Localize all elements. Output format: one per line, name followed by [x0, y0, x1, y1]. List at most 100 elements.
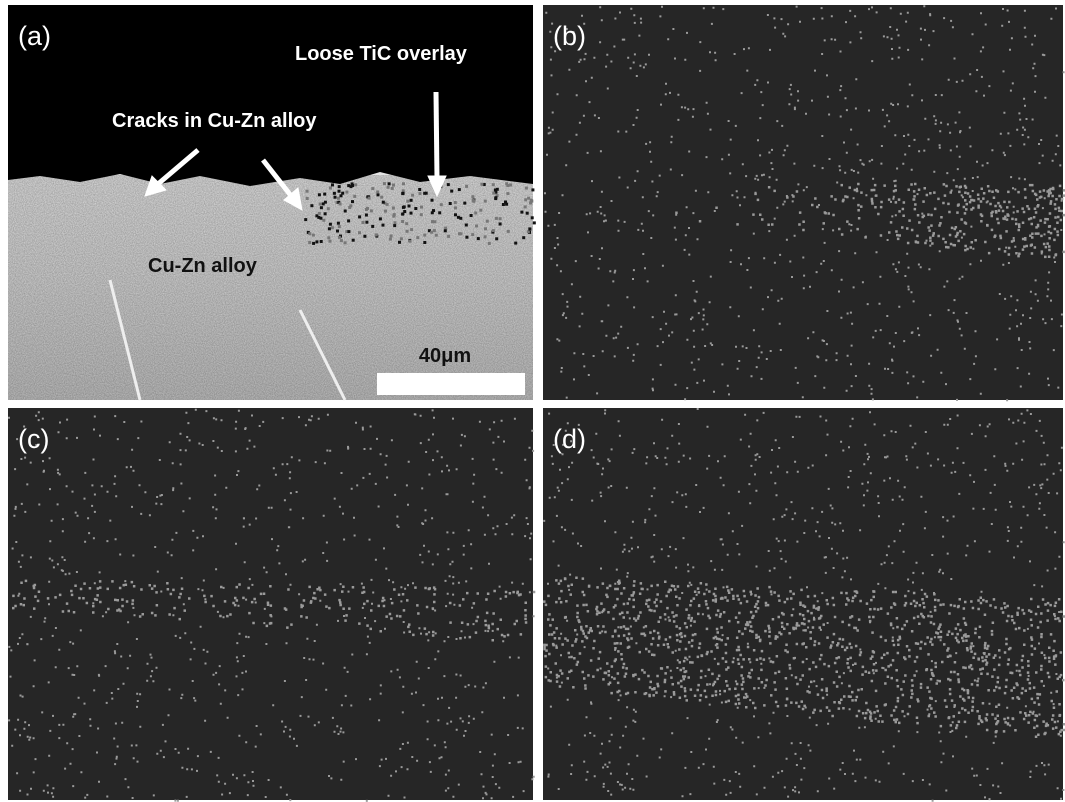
panel-label: (b)	[553, 21, 586, 51]
speckle	[312, 242, 315, 245]
speckle	[431, 199, 434, 202]
speckle	[460, 232, 463, 235]
panel-a: (a) Loose TiC overlay Cracks in Cu-Zn al…	[8, 5, 536, 400]
speckle	[353, 195, 356, 198]
speckle	[371, 187, 374, 190]
speckle	[347, 230, 350, 233]
speckle	[331, 226, 334, 229]
speckle	[474, 212, 477, 215]
speckle	[419, 192, 422, 195]
speckle	[430, 231, 433, 234]
speckle	[480, 183, 483, 186]
speckle	[377, 193, 380, 196]
panel-label: (d)	[553, 424, 586, 454]
speckle	[308, 232, 311, 235]
speckle	[406, 230, 409, 233]
speckle	[308, 241, 311, 244]
speckle	[495, 217, 498, 220]
panel-b: (b)	[543, 5, 1065, 401]
speckle	[358, 231, 361, 234]
speckle	[492, 183, 495, 186]
speckle	[363, 235, 366, 238]
speckle	[398, 241, 401, 244]
speckle	[459, 217, 462, 220]
speckle	[344, 210, 347, 213]
speckle	[341, 192, 344, 195]
speckle	[529, 202, 532, 205]
speckle	[505, 182, 508, 185]
speckle	[414, 207, 417, 210]
speckle	[499, 223, 502, 226]
speckle	[387, 186, 390, 189]
speckle	[376, 191, 379, 194]
speckle	[533, 221, 536, 224]
speckle	[499, 217, 502, 220]
speckle	[371, 225, 374, 228]
speckle	[447, 235, 450, 238]
speckle	[454, 206, 457, 209]
speckle	[484, 200, 487, 203]
speckle	[526, 212, 529, 215]
speckle	[319, 217, 322, 220]
speckle	[337, 222, 340, 225]
speckle	[329, 187, 332, 190]
speckle	[423, 234, 426, 237]
speckle	[358, 215, 361, 218]
speckle	[470, 214, 473, 217]
speckle	[514, 242, 517, 245]
speckle	[488, 242, 491, 245]
speckle	[465, 185, 468, 188]
speckle	[310, 204, 313, 207]
speckle	[319, 203, 322, 206]
speckle	[527, 197, 530, 200]
speckle	[327, 207, 330, 210]
speckle	[304, 218, 307, 221]
speckle	[391, 187, 394, 190]
speckle	[365, 214, 368, 217]
speckle	[408, 205, 411, 208]
speckle	[432, 209, 435, 212]
speckle	[531, 216, 534, 219]
speckle	[418, 188, 421, 191]
speckle	[324, 212, 327, 215]
speckle	[406, 200, 409, 203]
annotation: Cu-Zn alloy	[148, 255, 258, 277]
speckle	[352, 239, 355, 242]
speckle	[351, 182, 354, 185]
speckle	[484, 227, 487, 230]
speckle	[486, 220, 489, 223]
speckle	[440, 203, 443, 206]
speckle	[410, 212, 413, 215]
speckle	[400, 237, 403, 240]
speckle	[334, 196, 337, 199]
speckle	[320, 206, 323, 209]
speckle	[324, 201, 327, 204]
speckle	[312, 234, 315, 237]
speckle	[318, 212, 321, 215]
panel-bg	[543, 408, 1063, 800]
speckle	[502, 203, 505, 206]
annotation: Cracks in Cu-Zn alloy	[112, 110, 317, 132]
speckle	[475, 225, 478, 228]
speckle	[506, 192, 509, 195]
speckle	[438, 211, 441, 214]
speckle	[524, 198, 527, 201]
speckle	[384, 210, 387, 213]
speckle	[522, 236, 525, 239]
speckle	[351, 200, 354, 203]
scale-bar	[377, 373, 525, 395]
speckle	[411, 194, 414, 197]
speckle	[365, 208, 368, 211]
speckle	[349, 204, 352, 207]
speckle	[492, 192, 495, 195]
speckle	[306, 190, 309, 193]
speckle	[409, 240, 412, 243]
speckle	[454, 213, 457, 216]
speckle	[454, 201, 457, 204]
speckle	[380, 196, 383, 199]
speckle	[392, 207, 395, 210]
speckle	[350, 185, 353, 188]
speckle	[472, 200, 475, 203]
speckle	[465, 224, 468, 227]
speckle	[405, 222, 408, 225]
